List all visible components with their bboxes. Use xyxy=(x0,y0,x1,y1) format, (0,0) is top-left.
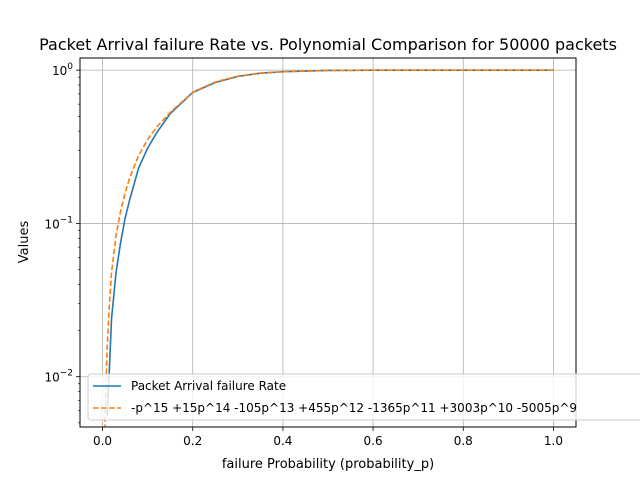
y-tick-label: 10−1 xyxy=(44,215,73,231)
y-tick-label: 100 xyxy=(52,62,73,78)
legend-label: Packet Arrival failure Rate xyxy=(131,379,286,393)
x-tick-label: 0.2 xyxy=(183,434,202,448)
series-line-2 xyxy=(104,69,554,427)
x-axis: 0.0 0.2 0.4 0.6 0.8 1.0 xyxy=(93,427,563,448)
x-tick-label: 0.6 xyxy=(364,434,383,448)
y-tick-label: 10−2 xyxy=(44,369,73,385)
x-tick-label: 1.0 xyxy=(544,434,563,448)
legend: Packet Arrival failure Rate -p^15 +15p^14… xyxy=(87,373,640,421)
chart-title: Packet Arrival failure Rate vs. Polynomi… xyxy=(39,35,617,54)
series-layer xyxy=(104,69,554,427)
legend-label: -p^15 +15p^14 -105p^13 +455p^12 -1365p^1… xyxy=(131,401,577,415)
legend-box xyxy=(87,373,640,421)
x-tick-label: 0.0 xyxy=(93,434,112,448)
plot-area xyxy=(80,58,576,427)
x-tick-label: 0.4 xyxy=(273,434,292,448)
x-axis-label: failure Probability (probability_p) xyxy=(222,457,434,472)
y-axis-label: Values xyxy=(17,221,32,264)
x-tick-label: 0.8 xyxy=(454,434,473,448)
y-axis: 10−2 10−1 100 xyxy=(44,62,80,424)
plot-frame xyxy=(79,57,577,428)
